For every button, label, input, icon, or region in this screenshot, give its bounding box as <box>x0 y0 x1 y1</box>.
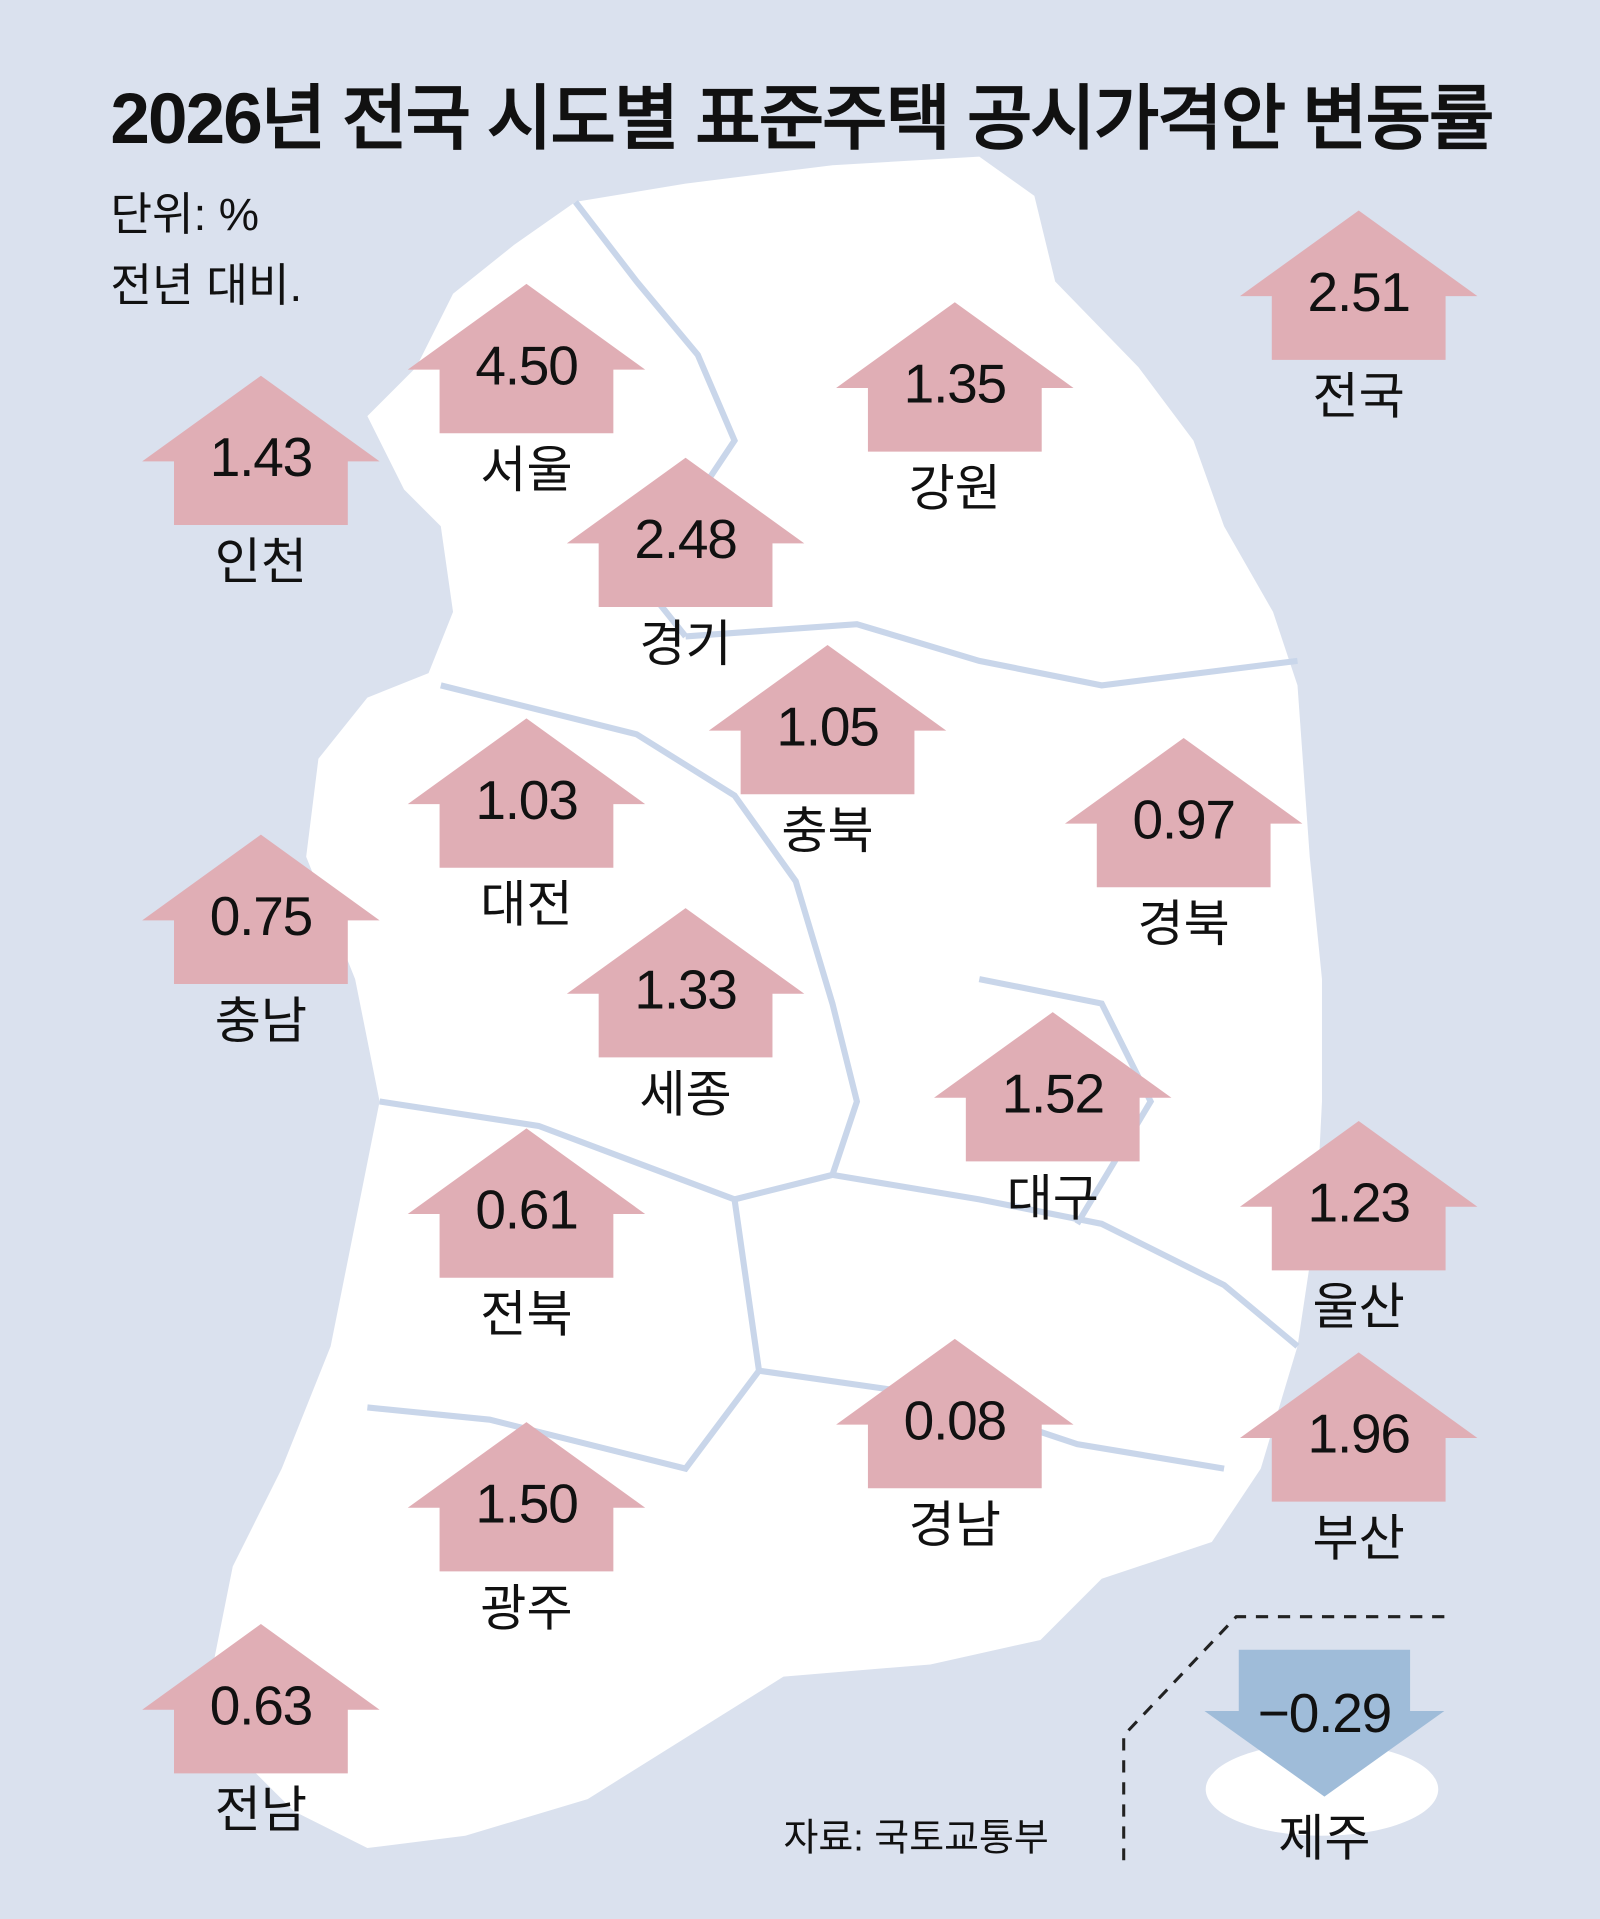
region-name: 대구 <box>1007 1170 1099 1226</box>
region-name: 인천 <box>215 534 307 590</box>
region-name: 서울 <box>480 442 572 498</box>
region-name: 전국 <box>1313 369 1405 425</box>
province-borders <box>367 200 1300 1473</box>
region-value: 1.33 <box>634 958 736 1020</box>
up-arrow-icon <box>1064 737 1303 888</box>
region-value: 1.05 <box>776 695 878 757</box>
region-name: 강원 <box>909 460 1001 516</box>
region-4-marker: 2.48 경기 <box>566 457 805 672</box>
region-value: 1.35 <box>904 353 1006 415</box>
region-8-marker: 0.75 충남 <box>142 834 380 1049</box>
region-12-marker: 1.23 울산 <box>1239 1121 1478 1335</box>
region-name: 광주 <box>480 1580 572 1636</box>
comparison-note: 전년 대비. <box>110 260 302 311</box>
up-arrow-icon <box>934 1012 1172 1162</box>
region-value: 2.51 <box>1308 261 1410 323</box>
region-value: 0.63 <box>210 1674 312 1736</box>
region-name: 대전 <box>480 877 572 933</box>
up-arrow-icon <box>1239 1121 1478 1271</box>
region-11-marker: 0.61 전북 <box>407 1128 646 1343</box>
region-value: 0.08 <box>904 1389 1006 1451</box>
region-value: 0.61 <box>475 1179 577 1241</box>
up-arrow-icon <box>1239 210 1478 360</box>
region-13-marker: 0.08 경남 <box>836 1338 1074 1553</box>
region-value: 1.52 <box>1002 1062 1104 1124</box>
region-name: 경남 <box>909 1497 1001 1553</box>
up-arrow-icon <box>566 908 805 1058</box>
region-name: 세종 <box>639 1066 731 1122</box>
region-name: 전북 <box>480 1287 572 1343</box>
up-arrow-icon <box>142 1624 380 1774</box>
jeju-inset-dashed-border <box>1122 1615 1445 1861</box>
unit-label: 단위: % <box>110 189 259 240</box>
region-value: 1.03 <box>475 769 577 831</box>
down-arrow-icon <box>1204 1649 1445 1797</box>
region-value: 1.96 <box>1308 1403 1410 1465</box>
region-7-marker: 0.97 경북 <box>1064 737 1303 952</box>
up-arrow-icon <box>407 1128 646 1278</box>
region-name: 충남 <box>215 993 307 1049</box>
region-value: 1.43 <box>210 426 312 488</box>
region-0-marker: 2.51 전국 <box>1239 210 1478 425</box>
region-value: 0.75 <box>210 885 312 947</box>
up-arrow-icon <box>142 834 380 984</box>
up-arrow-icon <box>708 644 947 795</box>
up-arrow-icon <box>407 283 646 434</box>
region-value: 0.97 <box>1133 788 1235 850</box>
up-arrow-icon <box>1239 1352 1478 1502</box>
up-arrow-icon <box>836 1338 1074 1489</box>
region-9-marker: 1.33 세종 <box>566 908 805 1122</box>
chart-title: 2026년 전국 시도별 표준주택 공시가격안 변동률 <box>110 80 1492 159</box>
region-14-marker: 1.96 부산 <box>1239 1352 1478 1567</box>
region-16-marker: 0.63 전남 <box>142 1624 380 1838</box>
region-name: 부산 <box>1313 1511 1405 1567</box>
region-5-marker: 1.05 충북 <box>708 644 947 859</box>
up-arrow-icon <box>566 457 805 608</box>
region-3-marker: 1.35 강원 <box>836 302 1074 516</box>
up-arrow-icon <box>142 375 380 526</box>
region-2-marker: 1.43 인천 <box>142 375 380 590</box>
region-10-marker: 1.52 대구 <box>934 1012 1172 1226</box>
region-name: 경북 <box>1138 896 1230 952</box>
source-label: 자료: 국토교통부 <box>783 1817 1048 1859</box>
region-17-marker: −0.29 제주 <box>1204 1649 1445 1866</box>
region-value: −0.29 <box>1258 1682 1391 1744</box>
region-1-marker: 4.50 서울 <box>407 283 646 498</box>
up-arrow-icon <box>407 1422 646 1572</box>
region-name: 전남 <box>215 1782 307 1838</box>
up-arrow-icon <box>407 718 646 868</box>
region-6-marker: 1.03 대전 <box>407 718 646 933</box>
region-value: 1.23 <box>1308 1171 1410 1233</box>
region-name: 경기 <box>639 616 731 672</box>
region-15-marker: 1.50 광주 <box>407 1422 646 1636</box>
region-value: 2.48 <box>634 508 736 570</box>
region-name: 울산 <box>1313 1279 1405 1335</box>
region-value: 4.50 <box>475 334 577 396</box>
up-arrow-icon <box>836 302 1074 452</box>
region-name: 제주 <box>1278 1810 1370 1866</box>
region-name: 충북 <box>781 803 873 859</box>
region-value: 1.50 <box>475 1472 577 1534</box>
